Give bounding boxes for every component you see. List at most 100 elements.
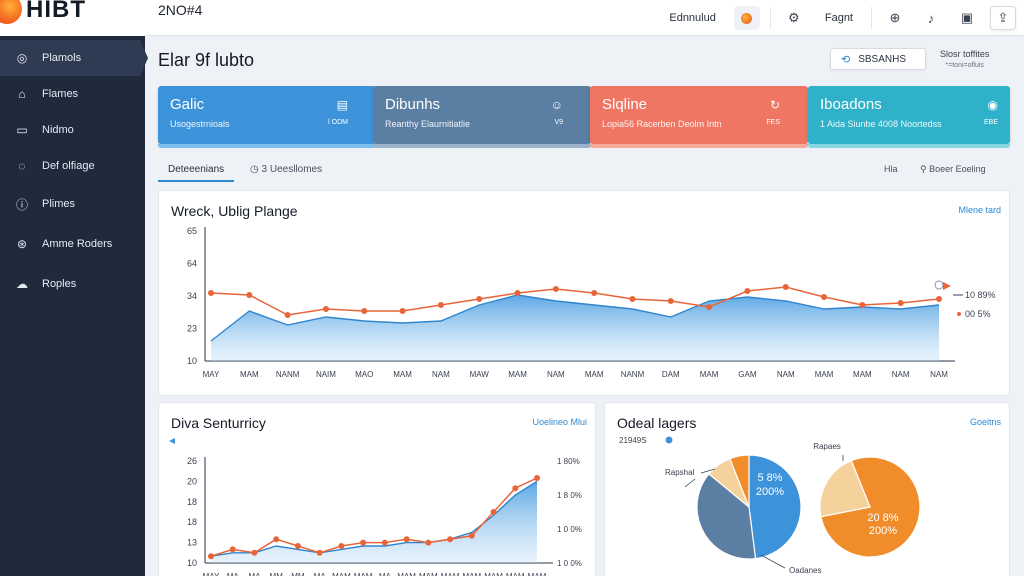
data-point	[667, 298, 674, 304]
x-tick-label: MM	[270, 572, 284, 576]
card-value: V9	[554, 119, 563, 126]
pie-label: Rapshal	[665, 468, 695, 477]
left-chart-link[interactable]: Uoelineo Mlui	[532, 417, 587, 427]
header-meta-sub: *=toni=ofluis	[945, 62, 984, 69]
notifications-button[interactable]: ♪	[918, 6, 944, 30]
x-tick-label: MAM	[815, 370, 834, 379]
legend-marker	[169, 438, 175, 444]
y-tick-label: 10	[187, 356, 197, 366]
data-point	[468, 532, 475, 539]
x-tick-label: MAM	[441, 572, 460, 576]
pie-slice	[696, 473, 757, 560]
right-tick-label: 1 80%	[557, 457, 580, 466]
kpi-card-iboadons[interactable]: Iboadons 1 Aida Siunbe 4008 Noortedss ◉ …	[808, 86, 1010, 148]
data-point	[322, 306, 329, 312]
x-tick-label: NAM	[432, 370, 450, 379]
location-icon: ◉	[987, 98, 998, 112]
kpi-card-dibunhs[interactable]: Dibunhs Reanthy Elaurnitiatlie ☺ V9	[373, 86, 591, 148]
info-icon: ⓘ	[16, 197, 29, 212]
top-link-1[interactable]: Ednnulud	[669, 12, 716, 24]
y-tick-label: 20	[187, 476, 197, 486]
tab-ueesllomes[interactable]: ◷ 3 Ueesllomes	[250, 164, 323, 175]
area-fill	[211, 295, 939, 361]
pie-leader	[700, 468, 716, 474]
pie-value: 20 8%	[867, 512, 898, 524]
main-line-chart: 10 23 34 64 65 MAY MAM NANM NAIM MAO MAM NAM MAW MAM N…	[187, 226, 996, 379]
sidebar-item-def-olfiage[interactable]: ◌ Def olfiage	[0, 148, 145, 184]
x-tick-label: MAM	[332, 572, 351, 576]
pie-value: 5 8%	[757, 472, 782, 484]
face-icon: ☺	[550, 98, 563, 112]
x-tick-label: MAM	[397, 572, 416, 576]
data-point	[338, 543, 345, 549]
card-title: Iboadons	[820, 96, 882, 113]
data-point	[629, 296, 636, 302]
tab-hla[interactable]: Hla	[884, 164, 898, 174]
tab-deteeenians[interactable]: Deteeenians	[158, 164, 235, 182]
window-button[interactable]: ▣	[954, 6, 980, 30]
x-tick-label: MAM	[240, 370, 259, 379]
sidebar-item-amme-roders[interactable]: ⊛ Amme Roders	[0, 226, 145, 262]
y-tick-label: 18	[187, 497, 197, 507]
top-link-2[interactable]: Fagnt	[824, 12, 853, 24]
pie-chart-title: Odeal lagers	[617, 415, 697, 431]
sidebar-item-label: Flames	[42, 88, 79, 100]
x-tick-label: MA	[248, 572, 261, 576]
sidebar-item-roples[interactable]: ☁ Roples	[0, 266, 145, 302]
pie-label: Oadanes	[789, 566, 821, 575]
filter-button[interactable]: ⚲ Boeer Eoeling	[920, 164, 986, 174]
data-point	[821, 294, 828, 300]
pie-label: Rapaes	[813, 442, 841, 451]
data-point	[208, 553, 214, 560]
tab-bar: Deteeenians ◷ 3 Ueesllomes Hla ⚲ Boeer E…	[158, 160, 1010, 182]
search-button-label: SBSANHS	[858, 53, 907, 65]
globe-button[interactable]: ⊕	[882, 6, 908, 30]
logo[interactable]: HIBT	[0, 0, 145, 36]
card-title: Galic	[170, 96, 205, 113]
x-tick-label: MAM	[508, 370, 527, 379]
top-actions: Ednnulud ⚙ Fagnt ⊕ ♪ ▣ ⇪	[661, 0, 1016, 36]
x-tick-label: MAW	[470, 370, 490, 379]
x-tick-label: NAIM	[316, 370, 336, 379]
card-value: FES	[766, 119, 780, 126]
settings-button[interactable]: ⚙	[781, 6, 807, 30]
kpi-card-galic[interactable]: Galic Usogestrnioals ▤ l ODM	[158, 86, 376, 148]
data-point	[208, 290, 214, 296]
status-dot-button[interactable]	[733, 6, 760, 30]
sidebar-item-plimes[interactable]: ⓘ Plimes	[0, 186, 145, 222]
sidebar-item-label: Plimes	[42, 198, 76, 210]
y-tick-label: 65	[187, 226, 197, 236]
x-tick-label: MAY	[203, 572, 220, 576]
data-point	[251, 549, 258, 556]
logo-mark-icon	[0, 0, 22, 24]
kpi-card-slqline[interactable]: Slqline Lopia56 Racerben Deolm Intn ↻ FE…	[590, 86, 808, 148]
card-subtitle: Reanthy Elaurnitiatlie	[385, 119, 471, 129]
house-icon: ⌂	[18, 87, 26, 101]
data-point	[425, 539, 432, 546]
data-point	[591, 290, 598, 296]
sidebar-item-plamols[interactable]: ◎ Plamols	[0, 40, 148, 76]
x-tick-label: MAM	[528, 572, 547, 576]
end-marker	[934, 280, 944, 290]
data-point	[534, 475, 540, 481]
x-tick-label: MAM	[419, 572, 438, 576]
pie-chart-link[interactable]: Goeitns	[969, 417, 1001, 427]
data-point	[316, 549, 323, 556]
logo-text: HIBT	[26, 0, 86, 23]
bell-icon: ♪	[927, 10, 935, 26]
end-dot	[957, 312, 961, 316]
y-tick-label: 64	[187, 259, 197, 269]
x-tick-label: GAM	[738, 370, 757, 379]
sidebar-item-flames[interactable]: ⌂ Flames	[0, 76, 145, 112]
end-label: 10 89%	[965, 290, 996, 300]
share-button[interactable]: ⇪	[990, 6, 1016, 30]
data-point	[706, 304, 713, 310]
data-point	[447, 536, 454, 543]
right-tick-label: 1 0 0%	[557, 559, 582, 568]
sidebar-item-nidmo[interactable]: ▭ Nidmo	[0, 112, 145, 148]
main-chart-link[interactable]: Mlene tard	[958, 205, 1001, 215]
x-tick-label: NANM	[621, 370, 645, 379]
y-tick-label: 34	[187, 291, 197, 301]
pie-slice	[729, 454, 750, 508]
search-button[interactable]: ⟲ SBSANHS	[830, 48, 926, 70]
